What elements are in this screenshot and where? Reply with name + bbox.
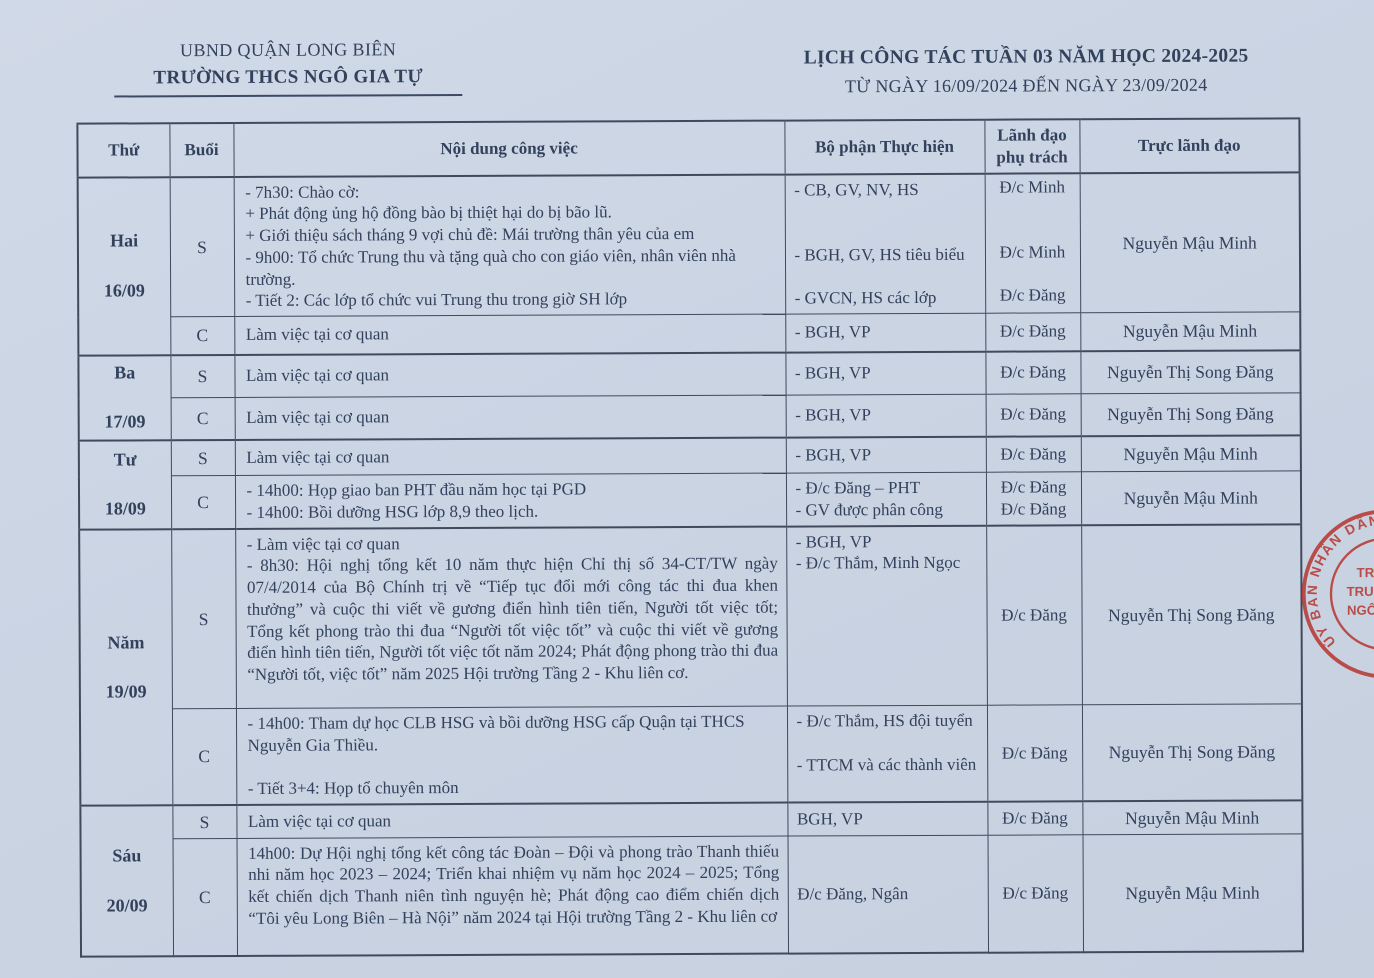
duty-cell: Nguyễn Thị Song Đăng: [1081, 523, 1302, 705]
leader-cell: Đ/c Đăng: [986, 524, 1082, 706]
table-row: C - 14h00: Tham dự học CLB HSG và bồi dư…: [80, 703, 1303, 806]
leader-cell: Đ/c Đăng: [986, 704, 1083, 802]
dept-cell: Đ/c Đăng, Ngân: [787, 834, 989, 954]
org-authority: UBND QUẬN LONG BIÊN: [179, 39, 397, 61]
dept-cell: - Đ/c Đăng – PHT - GV được phân công: [785, 472, 987, 527]
dept-cell: - BGH, VP: [785, 313, 986, 353]
day-date: 17/09: [104, 411, 146, 432]
doc-title-block: LỊCH CÔNG TÁC TUẦN 03 NĂM HỌC 2024-2025 …: [746, 45, 1306, 97]
doc-date-range: TỪ NGÀY 16/09/2024 ĐẾN NGÀY 23/09/2024: [844, 74, 1208, 97]
table-row: Ba 17/09 S Làm việc tại cơ quan - BGH, V…: [78, 349, 1301, 441]
stamp-line-2: TRUNG HỌC: [1347, 584, 1374, 599]
school-name: TRƯỜNG THCS NGÔ GIA TỰ: [153, 66, 424, 89]
day-label: Ba: [114, 362, 136, 383]
content-cell: Làm việc tại cơ quan: [236, 802, 788, 838]
duty-cell: Nguyễn Mậu Minh: [1080, 470, 1302, 525]
session-cell: S: [170, 354, 235, 398]
content-cell: - Làm việc tại cơ quan - 8h30: Hội nghị …: [235, 526, 787, 709]
content-cell: Làm việc tại cơ quan: [234, 437, 786, 476]
stamp-inner-ring: [1329, 537, 1374, 651]
duty-cell: Nguyễn Thị Song Đăng: [1081, 703, 1303, 802]
leader-cell: Đ/c Đăng: [985, 312, 1081, 352]
table-row: Hai 16/09 S - 7h30: Chào cờ: + Phát động…: [77, 171, 1301, 356]
col-header-leader: Lãnh đạo phụ trách: [984, 119, 1080, 174]
day-cell-tu: Tư 18/09: [78, 439, 172, 530]
content-cell: Làm việc tại cơ quan: [234, 314, 786, 355]
duty-cell: Nguyễn Mậu Minh: [1079, 171, 1301, 313]
table-row: Tư 18/09 S Làm việc tại cơ quan - BGH, V…: [78, 434, 1301, 530]
day-label: Hai: [110, 230, 139, 251]
duty-cell: Nguyễn Thị Song Đăng: [1080, 349, 1301, 394]
session-cell: S: [172, 804, 237, 839]
content-cell: Làm việc tại cơ quan: [234, 395, 786, 440]
dept-cell: - BGH, VP: [785, 351, 986, 396]
content-cell: - 7h30: Chào cờ: + Phát động ủng hộ đồng…: [233, 174, 786, 317]
day-date: 18/09: [104, 498, 146, 519]
session-cell: C: [172, 837, 238, 957]
day-cell-ba: Ba 17/09: [78, 354, 171, 441]
stamp-outer-ring: [1301, 509, 1374, 679]
session-cell: S: [171, 528, 236, 709]
table-row: Sáu 20/09 S Làm việc tại cơ quan BGH, VP…: [80, 800, 1303, 957]
dept-cell: - BGH, VP: [785, 394, 986, 438]
col-header-session: Buổi: [169, 122, 234, 177]
table-row: C - 14h00: Họp giao ban PHT đầu năm học …: [79, 470, 1302, 529]
day-cell-hai: Hai 16/09: [77, 176, 171, 356]
day-date: 20/09: [106, 894, 148, 916]
org-block: UBND QUẬN LONG BIÊN TRƯỜNG THCS NGÔ GIA …: [68, 39, 508, 98]
leader-cell: Đ/c Đăng: [985, 393, 1081, 437]
doc-title: LỊCH CÔNG TÁC TUẦN 03 NĂM HỌC 2024-2025: [803, 45, 1249, 69]
table-row: Năm 19/09 S - Làm việc tại cơ quan - 8h3…: [79, 523, 1302, 806]
session-cell: C: [171, 708, 237, 806]
dept-cell: - BGH, VP: [785, 436, 986, 474]
day-cell-sau: Sáu 20/09: [80, 805, 174, 957]
session-cell: S: [170, 439, 235, 476]
duty-cell: Nguyễn Mậu Minh: [1082, 800, 1303, 835]
col-header-content: Nội dung công việc: [233, 120, 785, 177]
day-label: Năm: [107, 632, 145, 653]
day-cell-nam: Năm 19/09: [79, 528, 173, 806]
duty-cell: Nguyễn Thị Song Đăng: [1080, 392, 1301, 436]
content-cell: Làm việc tại cơ quan: [234, 352, 786, 398]
school-name-underline: [114, 93, 463, 98]
session-cell: C: [170, 397, 235, 440]
content-cell: - 14h00: Họp giao ban PHT đầu năm học tạ…: [234, 473, 787, 529]
leader-cell: Đ/c Đăng: [987, 834, 1084, 953]
duty-cell: Nguyễn Mậu Minh: [1080, 434, 1301, 472]
col-header-duty: Trực lãnh đạo: [1079, 118, 1300, 173]
dept-cell: - BGH, VP - Đ/c Thắm, Minh Ngọc: [786, 525, 987, 707]
table-header-row: Thứ Buổi Nội dung công việc Bộ phận Thực…: [77, 118, 1300, 178]
session-cell: C: [170, 316, 235, 355]
table-row: C Làm việc tại cơ quan - BGH, VP Đ/c Đăn…: [78, 311, 1301, 355]
school-stamp: ỦY BAN NHÂN DÂN Q. LONG BIÊN TRƯỜNG TRUN…: [1301, 509, 1374, 679]
col-header-dept: Bộ phận Thực hiện: [784, 119, 985, 175]
table-row: C Làm việc tại cơ quan - BGH, VP Đ/c Đăn…: [79, 392, 1301, 440]
session-cell: C: [170, 475, 236, 529]
leader-cell: Đ/c Minh Đ/c Minh Đ/c Đăng: [984, 172, 1081, 314]
duty-cell: Nguyễn Mậu Minh: [1080, 311, 1301, 351]
leader-cell: Đ/c Đăng Đ/c Đăng: [985, 471, 1082, 526]
dept-cell: - Đ/c Thắm, HS đội tuyển - TTCM và các t…: [786, 705, 988, 803]
stamp-ring-text: ỦY BAN NHÂN DÂN Q. LONG BIÊN: [1304, 512, 1374, 650]
day-date: 16/09: [103, 279, 145, 301]
dept-cell: BGH, VP: [787, 801, 988, 836]
table-row: C 14h00: Dự Hội nghị tổng kết công tác Đ…: [81, 833, 1304, 957]
stamp-line-3: NGÔ GIA TỰ: [1347, 602, 1374, 617]
duty-cell: Nguyễn Mậu Minh: [1082, 833, 1304, 953]
leader-cell: Đ/c Đăng: [985, 350, 1081, 395]
day-label: Tư: [113, 449, 137, 470]
day-date: 19/09: [105, 681, 147, 702]
dept-cell: - CB, GV, NV, HS - BGH, GV, HS tiêu biểu…: [784, 173, 986, 315]
schedule-table: Thứ Buổi Nội dung công việc Bộ phận Thực…: [76, 117, 1305, 958]
leader-cell: Đ/c Đăng: [985, 435, 1081, 473]
col-header-day: Thứ: [77, 123, 170, 178]
leader-cell: Đ/c Đăng: [987, 801, 1083, 835]
content-cell: 14h00: Dự Hội nghị tổng kết công tác Đoà…: [236, 835, 789, 956]
session-cell: S: [169, 176, 235, 317]
day-label: Sáu: [112, 845, 142, 866]
content-cell: - 14h00: Tham dự học CLB HSG và bồi dưỡn…: [235, 706, 788, 805]
stamp-line-1: TRƯỜNG: [1357, 565, 1374, 580]
